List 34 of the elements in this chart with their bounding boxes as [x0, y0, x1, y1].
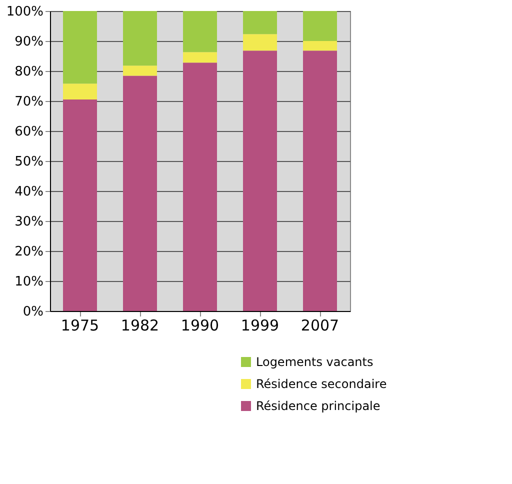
legend-label: Résidence secondaire	[256, 377, 387, 391]
legend-label: Résidence principale	[256, 399, 380, 413]
bar	[63, 84, 97, 100]
bar	[303, 41, 337, 51]
bar	[63, 11, 97, 84]
y-tick-label: 70%	[14, 94, 44, 110]
bar	[303, 11, 337, 41]
bar	[123, 66, 157, 76]
bar	[243, 11, 277, 34]
bar	[183, 52, 217, 63]
y-tick-label: 0%	[22, 304, 44, 320]
y-tick-label: 10%	[14, 274, 44, 290]
bar	[243, 50, 277, 311]
y-tick-label: 30%	[14, 214, 44, 230]
x-tick-label: 1982	[120, 316, 160, 334]
y-tick-label: 90%	[14, 34, 44, 50]
y-tick-label: 50%	[14, 154, 44, 170]
bar	[183, 62, 217, 311]
x-tick-label: 1999	[240, 316, 280, 334]
legend-label: Logements vacants	[256, 355, 374, 369]
y-tick-label: 20%	[14, 244, 44, 260]
x-tick-label: 1975	[60, 316, 100, 334]
bar	[243, 34, 277, 51]
x-tick-label: 2007	[300, 316, 340, 334]
x-tick-label: 1990	[180, 316, 220, 334]
bar	[303, 50, 337, 311]
bar	[123, 11, 157, 66]
y-tick-label: 60%	[14, 124, 44, 140]
y-tick-label: 80%	[14, 64, 44, 80]
bar	[123, 76, 157, 311]
bar	[63, 100, 97, 311]
bar	[183, 11, 217, 52]
y-tick-label: 40%	[14, 184, 44, 200]
y-tick-label: 100%	[6, 4, 44, 20]
